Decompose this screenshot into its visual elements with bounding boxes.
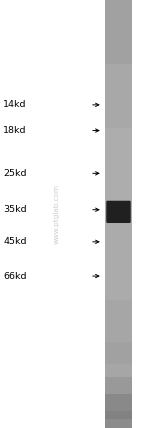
- Bar: [105, 0, 132, 64]
- Text: www.ptglab.com: www.ptglab.com: [54, 184, 60, 244]
- FancyBboxPatch shape: [106, 201, 131, 223]
- Text: 18kd: 18kd: [3, 126, 27, 135]
- Bar: [105, 214, 132, 300]
- Text: 25kd: 25kd: [3, 169, 27, 178]
- Text: 66kd: 66kd: [3, 271, 27, 281]
- Bar: [105, 300, 132, 377]
- Bar: [105, 128, 132, 214]
- Text: 14kd: 14kd: [3, 100, 27, 110]
- Text: 45kd: 45kd: [3, 237, 27, 247]
- Bar: [105, 411, 132, 428]
- Text: 35kd: 35kd: [3, 205, 27, 214]
- Bar: [105, 377, 132, 411]
- Bar: [105, 64, 132, 128]
- Bar: [105, 394, 132, 419]
- Bar: [105, 342, 132, 364]
